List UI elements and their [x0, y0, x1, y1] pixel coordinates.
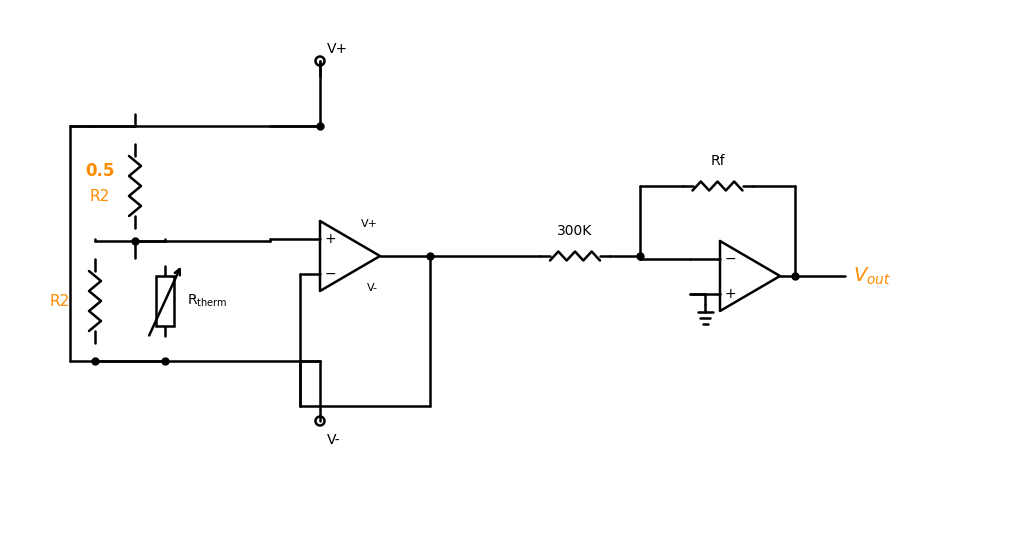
Text: $V_{out}$: $V_{out}$	[853, 265, 891, 287]
Text: V-: V-	[327, 433, 341, 447]
Text: −: −	[724, 251, 736, 266]
Text: +: +	[724, 286, 736, 300]
Text: R2: R2	[50, 294, 70, 309]
Text: +: +	[325, 231, 336, 246]
Text: V-: V-	[367, 283, 378, 293]
Text: $\mathrm{R_{therm}}$: $\mathrm{R_{therm}}$	[187, 293, 227, 309]
Text: 0.5: 0.5	[85, 162, 115, 180]
Text: −: −	[325, 266, 336, 280]
Text: 300K: 300K	[557, 224, 593, 238]
Text: R2: R2	[90, 188, 111, 203]
Text: V+: V+	[327, 42, 348, 56]
Bar	[156, 276, 174, 326]
Text: V+: V+	[361, 219, 378, 229]
Text: Rf: Rf	[711, 154, 725, 168]
